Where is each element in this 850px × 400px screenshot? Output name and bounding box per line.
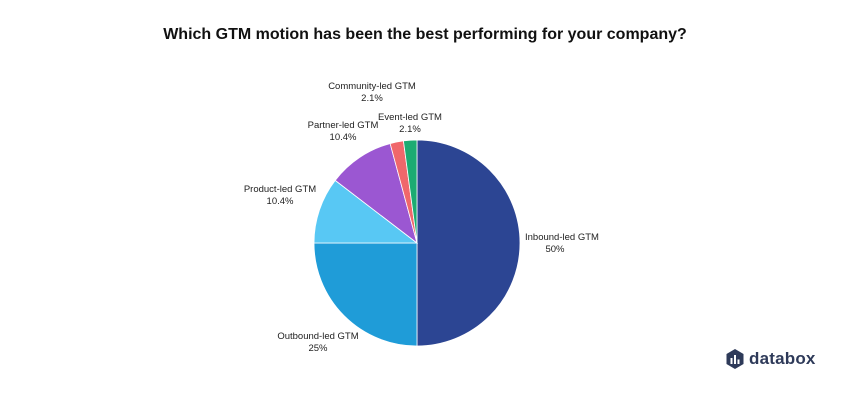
slice-value-label: 50% xyxy=(545,244,565,255)
slice-value-label: 10.4% xyxy=(267,196,294,207)
slice-name-label: Partner-led GTM xyxy=(308,120,379,131)
slice-name-label: Community-led GTM xyxy=(328,81,416,92)
databox-bar-logo-icon xyxy=(726,349,744,369)
slice-value-label: 2.1% xyxy=(399,124,421,135)
pie-slice-inbound-led-gtm xyxy=(416,139,521,347)
slice-value-label: 25% xyxy=(308,343,328,354)
databox-wordmark: databox xyxy=(749,349,816,368)
chart-title: Which GTM motion has been the best perfo… xyxy=(163,26,687,43)
databox-logo: databox xyxy=(726,348,816,370)
slice-name-label: Event-led GTM xyxy=(378,112,442,123)
slice-value-label: 2.1% xyxy=(361,93,383,104)
pie-slices xyxy=(313,139,521,347)
slice-value-label: 10.4% xyxy=(330,132,357,143)
slice-name-label: Product-led GTM xyxy=(244,184,316,195)
slice-name-label: Outbound-led GTM xyxy=(277,331,358,342)
pie-slice-outbound-led-gtm xyxy=(313,242,418,347)
pie-slice-event-led-gtm xyxy=(403,139,418,244)
slice-name-label: Inbound-led GTM xyxy=(525,232,599,243)
